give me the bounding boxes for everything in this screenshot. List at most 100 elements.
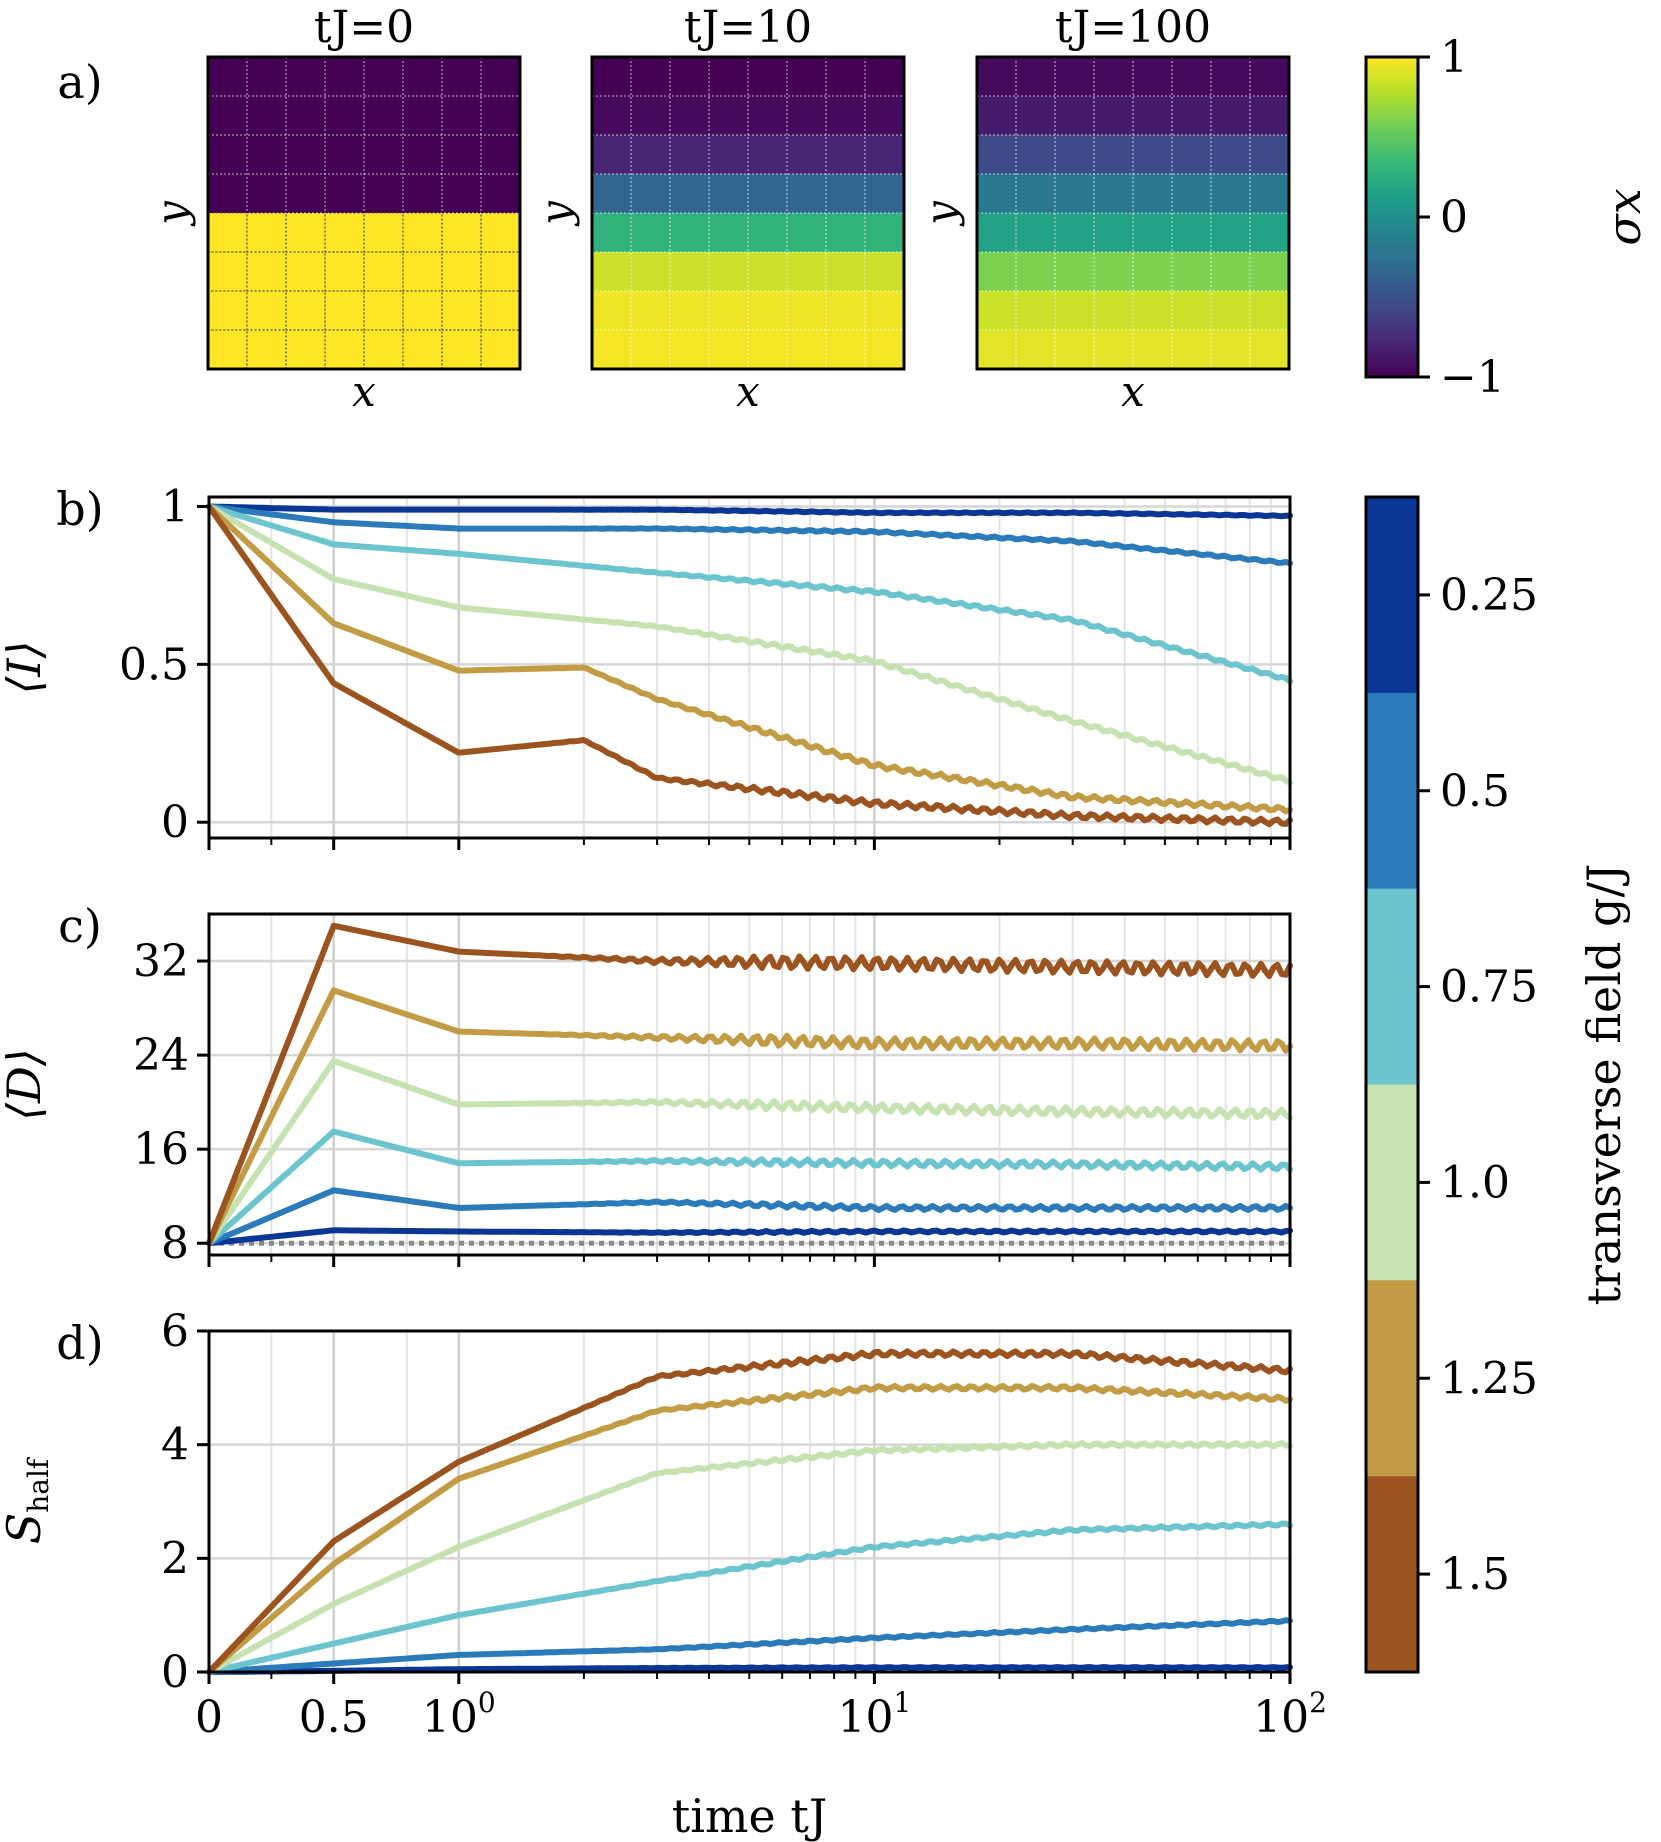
heatmap-cell: [208, 174, 248, 214]
panel-label: b): [56, 482, 103, 536]
heatmap-cell: [286, 330, 326, 370]
heatmap-cell: [977, 174, 1017, 214]
colorbar-segment: [1366, 1084, 1418, 1281]
grid-cell-outline: [480, 290, 521, 331]
heatmap-cell: [1133, 96, 1173, 136]
heatmap: [590, 55, 906, 371]
heatmap-frame: [206, 55, 522, 371]
heatmap-cell: [826, 96, 866, 136]
colorbar-segment: [1366, 888, 1418, 1085]
heatmap-cell: [1172, 57, 1212, 97]
heatmap-cell: [826, 330, 866, 370]
heatmap-cell: [208, 135, 248, 175]
heatmap-cell: [1016, 330, 1056, 370]
colorbars: 0.25 0.5 0.75 1.0 1.25 1.5 transverse field g/…: [1364, 495, 1631, 1674]
heatmap-cell: [247, 291, 287, 331]
heatmap-cell: [1172, 96, 1212, 136]
series-line: [206, 1187, 1293, 1247]
heatmap-cell: [364, 174, 404, 214]
series-line: [206, 503, 1293, 786]
series-line: [206, 1348, 1293, 1675]
heatmap-cell: [1172, 135, 1212, 175]
panel-a: a) tJ=0 x y tJ=10 x y tJ=100 x y 1 0 −1 σx: [57, 2, 1651, 416]
heatmap-cell: [592, 135, 632, 175]
heatmap-cell: [787, 96, 827, 136]
heatmap-cell: [325, 330, 365, 370]
heatmap-cell: [1172, 174, 1212, 214]
heatmap-cell: [1133, 135, 1173, 175]
x-tick-label: 101: [837, 1686, 911, 1743]
series-line: [206, 503, 1293, 815]
heatmap-cell: [1211, 291, 1251, 331]
heatmap-cell: [364, 291, 404, 331]
heatmap-frame: [975, 55, 1291, 371]
heatmap-cell: [826, 174, 866, 214]
heatmap-cell: [977, 135, 1017, 175]
heatmap-cell: [1250, 57, 1290, 97]
panel-label: a): [57, 55, 102, 109]
heatmap-cell: [364, 135, 404, 175]
heatmap-cell: [670, 213, 710, 253]
heatmap-cell: [670, 291, 710, 331]
heatmap-cell: [403, 252, 443, 292]
heatmap-cell: [709, 291, 749, 331]
heatmap-cell: [208, 252, 248, 292]
heatmap-cell: [442, 252, 482, 292]
y-tick-label: 0: [161, 1647, 189, 1698]
heatmap-cell: [787, 330, 827, 370]
colorbar-tick-label: 0.75: [1440, 962, 1538, 1013]
heatmap-cell: [364, 252, 404, 292]
heatmap-cell: [1172, 291, 1212, 331]
y-tick-label: 2: [161, 1533, 189, 1584]
x-tick-label: 102: [1253, 1686, 1327, 1743]
grid-cell-outline: [285, 290, 326, 331]
x-tick-label: 0.5: [299, 1692, 369, 1743]
heatmap-cell: [670, 330, 710, 370]
heatmap-cell: [1211, 174, 1251, 214]
heatmap-cell: [286, 135, 326, 175]
heatmap-cell: [286, 96, 326, 136]
heatmap-cell: [1016, 291, 1056, 331]
heatmap-cell: [709, 135, 749, 175]
y-tick-label: 4: [161, 1420, 189, 1471]
grid-cell-outline: [441, 212, 482, 253]
grid-cell-outline: [246, 290, 287, 331]
heatmap-cell: [1055, 291, 1095, 331]
colorbar-tick-label: 1.5: [1440, 1549, 1510, 1600]
heatmap-cell: [1133, 330, 1173, 370]
heatmap-cell: [1094, 252, 1134, 292]
heatmap-cell: [208, 96, 248, 136]
colorbar-segment: [1366, 1280, 1418, 1477]
series-line: [206, 1128, 1293, 1247]
heatmap-cell: [1133, 174, 1173, 214]
heatmap-cell: [1094, 135, 1134, 175]
heatmap-cell: [481, 330, 521, 370]
heatmap-cell: [670, 174, 710, 214]
y-axis-label: ⟨I⟩: [0, 640, 51, 694]
heatmap-cell: [247, 174, 287, 214]
heatmap-cell: [977, 213, 1017, 253]
heatmap-cell: [670, 252, 710, 292]
heatmap-cell: [709, 96, 749, 136]
heatmap-cell: [286, 291, 326, 331]
heatmap-cell: [403, 291, 443, 331]
heatmap-cell: [670, 57, 710, 97]
heatmap-cell: [787, 291, 827, 331]
heatmap-cell: [670, 135, 710, 175]
colorbar-tick-label: 1.25: [1440, 1353, 1538, 1404]
heatmap-cell: [442, 135, 482, 175]
heatmap-cell: [442, 96, 482, 136]
heatmap-cell: [364, 96, 404, 136]
heatmap-cell: [1055, 174, 1095, 214]
heatmap-cell: [592, 174, 632, 214]
grid-cell-outline: [402, 212, 443, 253]
x-axis-label: time tJ: [672, 1789, 828, 1842]
heatmap-cell: [1250, 174, 1290, 214]
x-axis-label: x: [1121, 367, 1145, 416]
heatmap-cell: [1211, 213, 1251, 253]
heatmap-cell: [364, 213, 404, 253]
y-tick-label: 16: [133, 1124, 189, 1175]
heatmap-cell: [631, 291, 671, 331]
heatmap-cell: [865, 213, 905, 253]
